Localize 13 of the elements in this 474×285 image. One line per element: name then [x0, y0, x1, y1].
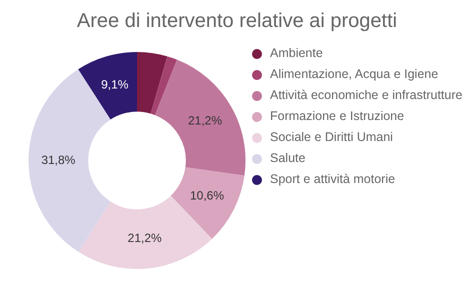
data-label: 10,6% [190, 188, 224, 203]
legend-label: Salute [270, 151, 306, 166]
data-label: 31,8% [41, 152, 76, 167]
legend-label: Attività economiche e infrastrutture [270, 88, 462, 103]
data-label: 9,1% [101, 77, 129, 92]
data-label: 21,2% [188, 113, 222, 128]
legend-label: Formazione e Istruzione [270, 109, 404, 124]
legend-label: Sport e attività motorie [270, 172, 396, 187]
data-label: 21,2% [128, 231, 162, 246]
chart-title: Aree di intervento relative ai progetti [76, 10, 398, 33]
legend-label: Ambiente [270, 46, 323, 61]
legend-label: Alimentazione, Acqua e Igiene [270, 67, 438, 82]
legend-label: Sociale e Diritti Umani [270, 130, 393, 145]
